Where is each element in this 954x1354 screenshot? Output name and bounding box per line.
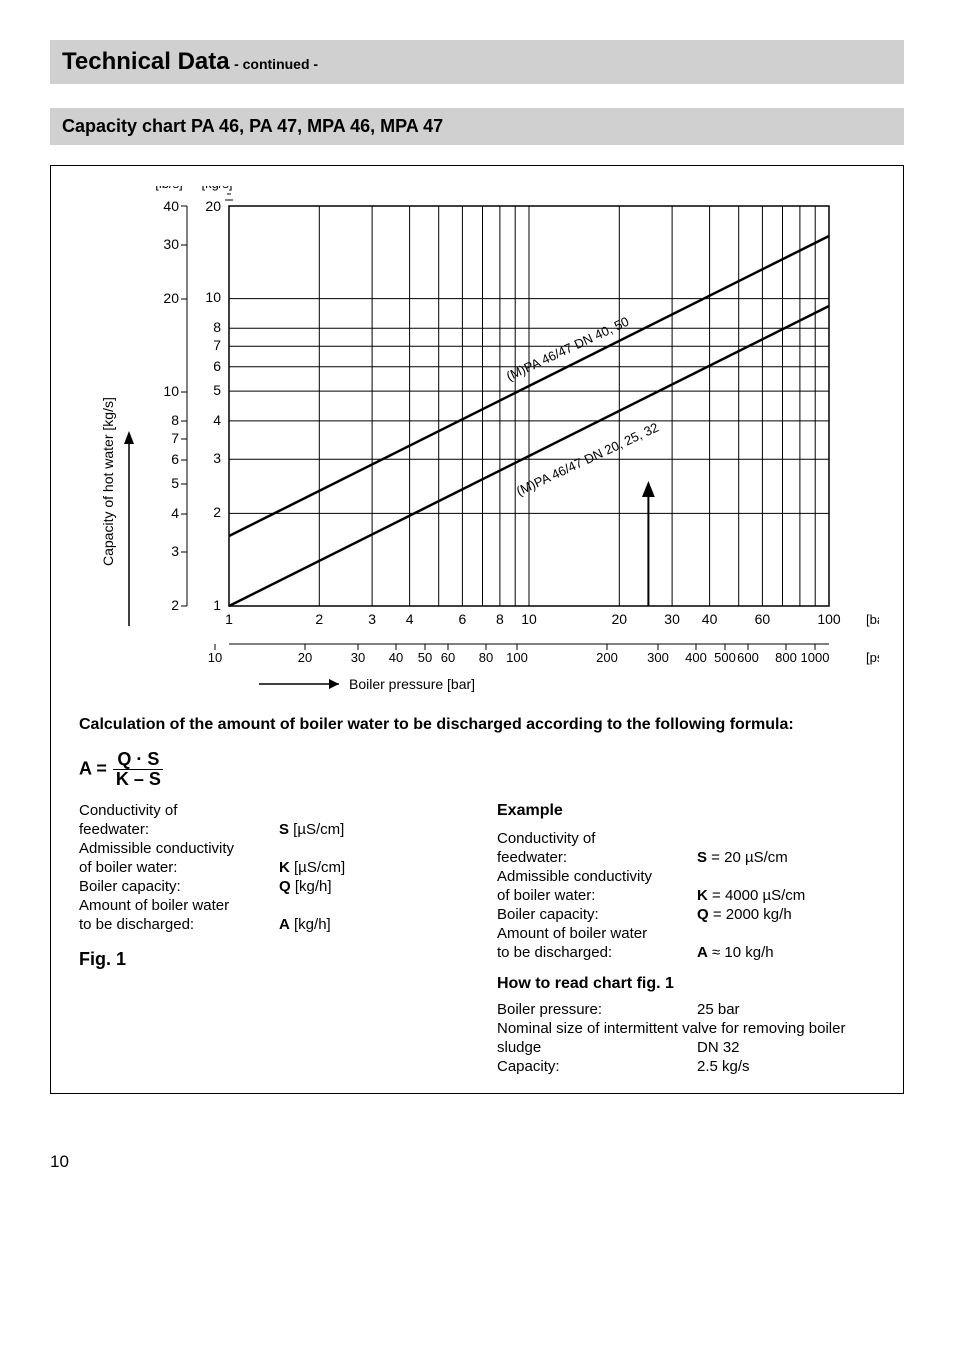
- formula-num: Q · S: [113, 749, 163, 770]
- figure-container: (M)PA 46/47 DN 40, 50 (M)PA 46/47 DN 20,…: [50, 165, 904, 1094]
- svg-text:20: 20: [163, 290, 179, 306]
- svg-text:10: 10: [208, 650, 222, 665]
- svg-text:4: 4: [171, 505, 179, 521]
- svg-text:3: 3: [213, 450, 221, 466]
- y-unit-inner: [kg/s]: [201, 186, 232, 191]
- fig-label: Fig. 1: [79, 949, 457, 970]
- capacity-chart: (M)PA 46/47 DN 40, 50 (M)PA 46/47 DN 20,…: [79, 186, 879, 706]
- svg-text:2: 2: [171, 597, 179, 613]
- svg-text:30: 30: [664, 611, 680, 627]
- svg-text:400: 400: [685, 650, 707, 665]
- svg-text:8: 8: [496, 611, 504, 627]
- svg-text:200: 200: [596, 650, 618, 665]
- howto-title: How to read chart fig. 1: [497, 975, 875, 993]
- svg-text:3: 3: [171, 543, 179, 559]
- svg-text:1000: 1000: [801, 650, 830, 665]
- svg-text:50: 50: [418, 650, 432, 665]
- svg-text:40: 40: [702, 611, 718, 627]
- sub-header: Capacity chart PA 46, PA 47, MPA 46, MPA…: [50, 108, 904, 145]
- svg-text:8: 8: [213, 319, 221, 335]
- svg-text:7: 7: [171, 430, 179, 446]
- svg-text:20: 20: [612, 611, 628, 627]
- svg-text:8: 8: [171, 412, 179, 428]
- y-axis-arrow: Capacity of hot water [kg/s]: [100, 397, 134, 626]
- svg-text:500: 500: [714, 650, 736, 665]
- curve1-label: (M)PA 46/47 DN 40, 50: [504, 314, 631, 384]
- svg-text:2: 2: [315, 611, 323, 627]
- svg-text:6: 6: [213, 358, 221, 374]
- formula: A = Q · S K – S: [79, 750, 875, 790]
- definitions: Conductivity of feedwater:S [µS/cm] Admi…: [79, 802, 457, 1077]
- svg-text:7: 7: [213, 337, 221, 353]
- svg-text:10: 10: [521, 611, 537, 627]
- svg-text:40: 40: [163, 198, 179, 214]
- svg-text:60: 60: [755, 611, 771, 627]
- continued-label: - continued -: [234, 56, 318, 72]
- svg-text:100: 100: [817, 611, 841, 627]
- svg-text:80: 80: [479, 650, 493, 665]
- svg-text:3: 3: [368, 611, 376, 627]
- svg-text:300: 300: [647, 650, 669, 665]
- y-axis-label: Capacity of hot water [kg/s]: [100, 397, 116, 566]
- x-unit-psi: [psi g]: [866, 650, 879, 665]
- svg-text:10: 10: [205, 289, 221, 305]
- header-bar: Technical Data - continued -: [50, 40, 904, 84]
- calc-title: Calculation of the amount of boiler wate…: [79, 716, 875, 734]
- svg-text:30: 30: [351, 650, 365, 665]
- svg-text:30: 30: [163, 236, 179, 252]
- svg-text:1: 1: [225, 611, 233, 627]
- formula-den: K – S: [112, 769, 165, 789]
- x-axis-label: Boiler pressure [bar]: [349, 676, 475, 692]
- svg-text:10: 10: [163, 383, 179, 399]
- svg-text:2: 2: [213, 504, 221, 520]
- formula-lhs: A =: [79, 759, 107, 779]
- svg-text:4: 4: [213, 412, 221, 428]
- x-axis-arrow: Boiler pressure [bar]: [259, 676, 475, 692]
- page-number: 10: [50, 1152, 954, 1172]
- svg-text:6: 6: [171, 451, 179, 467]
- svg-text:20: 20: [298, 650, 312, 665]
- x-unit-bar: [bar g]: [866, 612, 879, 627]
- example-title: Example: [497, 802, 875, 820]
- chart-title: Capacity chart PA 46, PA 47, MPA 46, MPA…: [62, 116, 892, 137]
- svg-text:5: 5: [171, 475, 179, 491]
- y-unit-outer: [lb/s]: [155, 186, 182, 191]
- svg-text:1: 1: [213, 597, 221, 613]
- example-column: Example Conductivity of feedwater:S = 20…: [497, 802, 875, 1077]
- svg-text:800: 800: [775, 650, 797, 665]
- svg-text:60: 60: [441, 650, 455, 665]
- svg-text:6: 6: [459, 611, 467, 627]
- svg-text:4: 4: [406, 611, 414, 627]
- svg-text:100: 100: [506, 650, 528, 665]
- page-title: Technical Data: [62, 48, 230, 75]
- svg-text:40: 40: [389, 650, 403, 665]
- svg-text:5: 5: [213, 382, 221, 398]
- svg-text:20: 20: [205, 198, 221, 214]
- svg-text:600: 600: [737, 650, 759, 665]
- example-marker: [642, 481, 655, 606]
